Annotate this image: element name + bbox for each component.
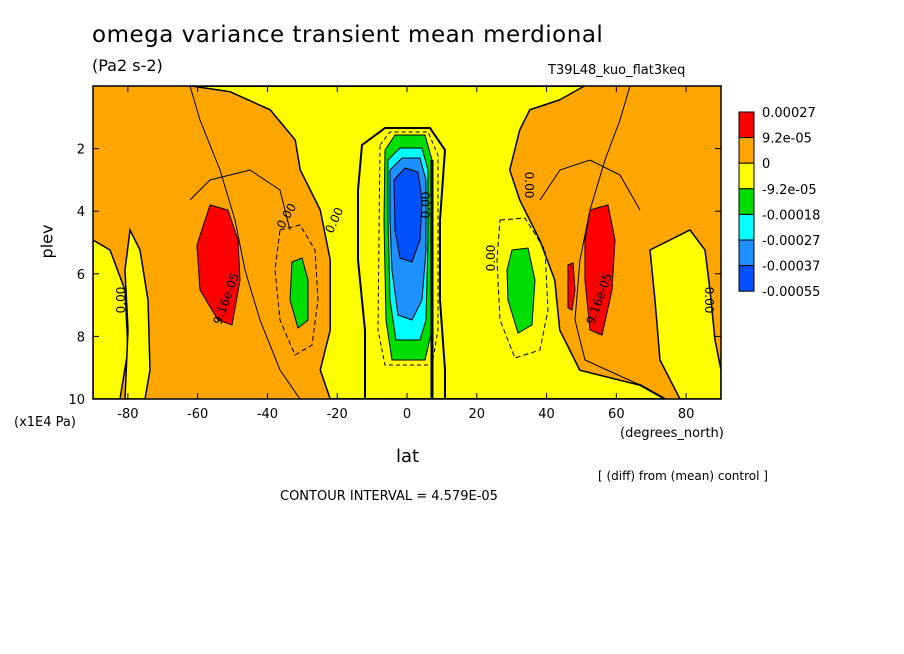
x-axis-units: (degrees_north)	[620, 426, 724, 441]
yellow-region-left-2	[124, 227, 151, 399]
contour-label: 0.00	[114, 287, 128, 314]
red-lobe-left	[196, 204, 241, 326]
red-lobe-right	[584, 204, 616, 336]
legend-label: 9.2e-05	[762, 132, 812, 147]
legend-label: -0.00027	[762, 234, 820, 249]
color-legend: 0.00027 9.2e-05 0 -9.2e-05 -0.00018 -0.00027 -…	[738, 106, 820, 300]
y-tick-label: 8	[77, 330, 85, 345]
thin-contour-left	[189, 169, 291, 231]
contour-label: 0.00	[522, 172, 536, 199]
diff-note: [ (diff) from (mean) control ]	[598, 469, 768, 483]
x-tick-label: -60	[187, 407, 208, 422]
plot-area	[93, 86, 721, 399]
x-tick-label: -80	[117, 407, 138, 422]
chart-units: (Pa2 s-2)	[92, 56, 163, 75]
x-axis-label: lat	[396, 446, 420, 467]
y-axis-label: plev	[37, 224, 57, 259]
green-lobe-right	[506, 247, 536, 334]
legend-swatch	[738, 265, 755, 292]
x-tick-label: -40	[257, 407, 278, 422]
y-axis: 2 4 6 8 10	[68, 143, 721, 408]
legend-swatch	[738, 213, 755, 241]
legend-swatch	[738, 239, 755, 267]
y-tick-label: 2	[77, 143, 85, 158]
x-tick-label: 20	[469, 407, 486, 422]
dashed-lobe-right	[496, 217, 549, 359]
y-tick-label: 10	[68, 393, 85, 408]
contour-label: 0.00	[419, 192, 433, 219]
x-tick-label: 80	[678, 407, 695, 422]
x-tick-label: 40	[538, 407, 555, 422]
legend-label: 0	[762, 157, 770, 172]
yellow-region-right	[649, 229, 721, 399]
y-tick-label: 4	[77, 205, 85, 220]
legend-swatch	[738, 162, 755, 190]
thin-contour-right	[539, 159, 641, 211]
dashed-contours-central	[377, 131, 439, 366]
dashed-lobe-left	[274, 224, 319, 356]
y-tick-label: 6	[77, 268, 85, 283]
y-axis-units: (x1E4 Pa)	[14, 415, 76, 430]
contour-label: 0.00	[484, 245, 498, 272]
deep-blue-core	[393, 167, 423, 263]
legend-swatch	[738, 137, 755, 164]
green-lobe-left	[289, 257, 309, 329]
legend-label: -9.2e-05	[762, 183, 817, 198]
legend-label: -0.00055	[762, 285, 820, 300]
orange-lobe-left	[189, 86, 331, 399]
legend-swatch	[738, 111, 755, 139]
legend-label: 0.00027	[762, 106, 816, 121]
red-lobe-small-right	[567, 262, 576, 311]
orange-lobe-right	[509, 86, 641, 386]
legend-swatch	[738, 188, 755, 215]
x-tick-label: 0	[403, 407, 411, 422]
x-tick-label: -20	[327, 407, 348, 422]
legend-label: -0.00018	[762, 208, 820, 223]
x-axis: -80 -60 -40 -20 0 20 40 60 80	[117, 86, 694, 422]
contour-interval: CONTOUR INTERVAL = 4.579E-05	[280, 489, 498, 504]
x-tick-label: 60	[608, 407, 625, 422]
contour-label: 0.00	[702, 287, 716, 314]
run-id: T39L48_kuo_flat3keq	[548, 63, 686, 78]
chart-title: omega variance transient mean merdional	[92, 22, 604, 48]
legend-label: -0.00037	[762, 260, 820, 275]
